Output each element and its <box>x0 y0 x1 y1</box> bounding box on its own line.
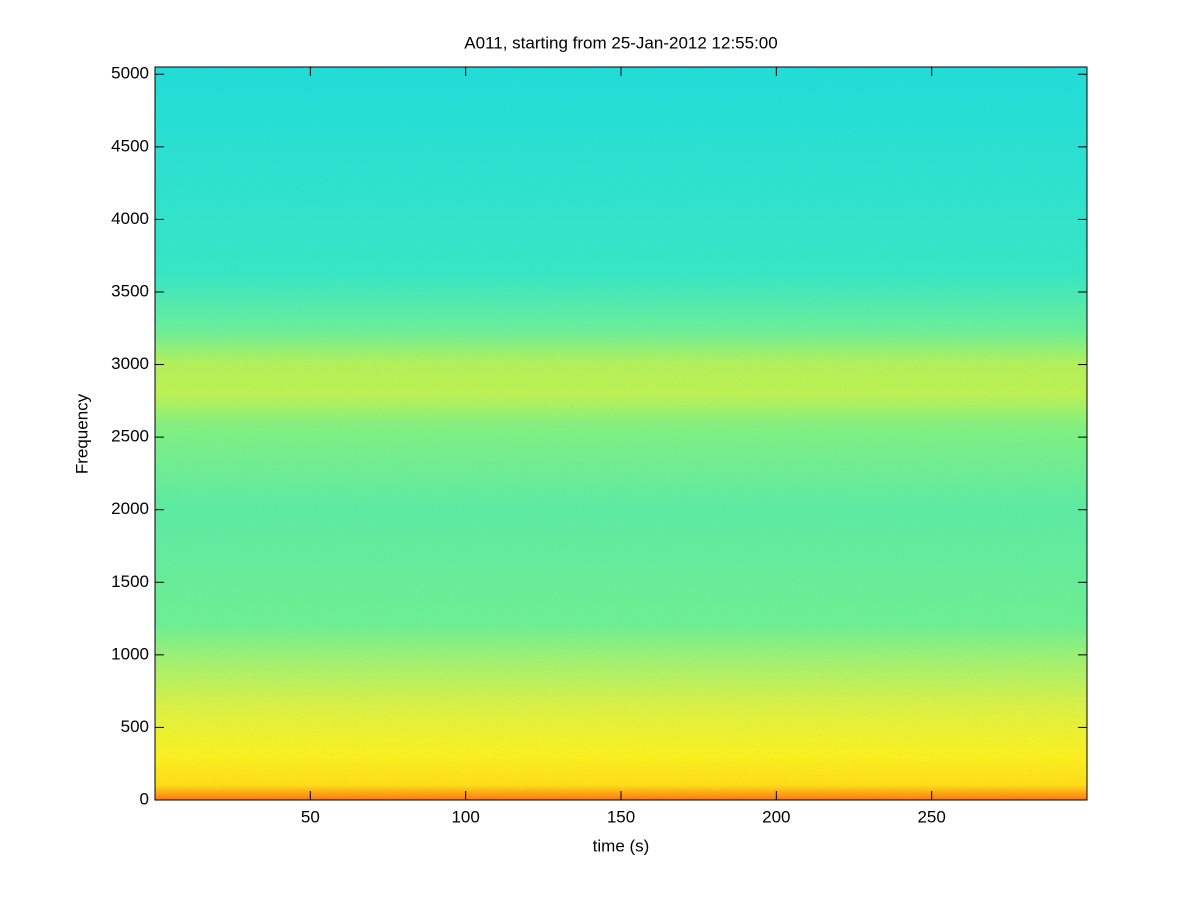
y-tick-label: 500 <box>121 717 149 736</box>
y-tick-label: 0 <box>140 789 149 808</box>
y-tick-label: 4000 <box>111 209 149 228</box>
y-tick-label: 2500 <box>111 427 149 446</box>
y-tick-label: 4500 <box>111 136 149 155</box>
y-axis-label: Frequency <box>72 393 91 474</box>
y-tick-label: 2000 <box>111 499 149 518</box>
x-axis-label: time (s) <box>593 836 650 855</box>
x-tick-label: 200 <box>762 807 790 826</box>
y-tick-label: 3000 <box>111 354 149 373</box>
y-tick-label: 3500 <box>111 281 149 300</box>
x-tick-label: 250 <box>917 807 945 826</box>
x-tick-label: 100 <box>451 807 479 826</box>
chart-title: A011, starting from 25-Jan-2012 12:55:00 <box>464 33 777 52</box>
x-tick-label: 150 <box>607 807 635 826</box>
y-tick-label: 1500 <box>111 572 149 591</box>
y-tick-label: 5000 <box>111 64 149 83</box>
x-tick-label: 50 <box>301 807 320 826</box>
spectrogram-texture <box>155 67 1087 800</box>
y-tick-label: 1000 <box>111 644 149 663</box>
